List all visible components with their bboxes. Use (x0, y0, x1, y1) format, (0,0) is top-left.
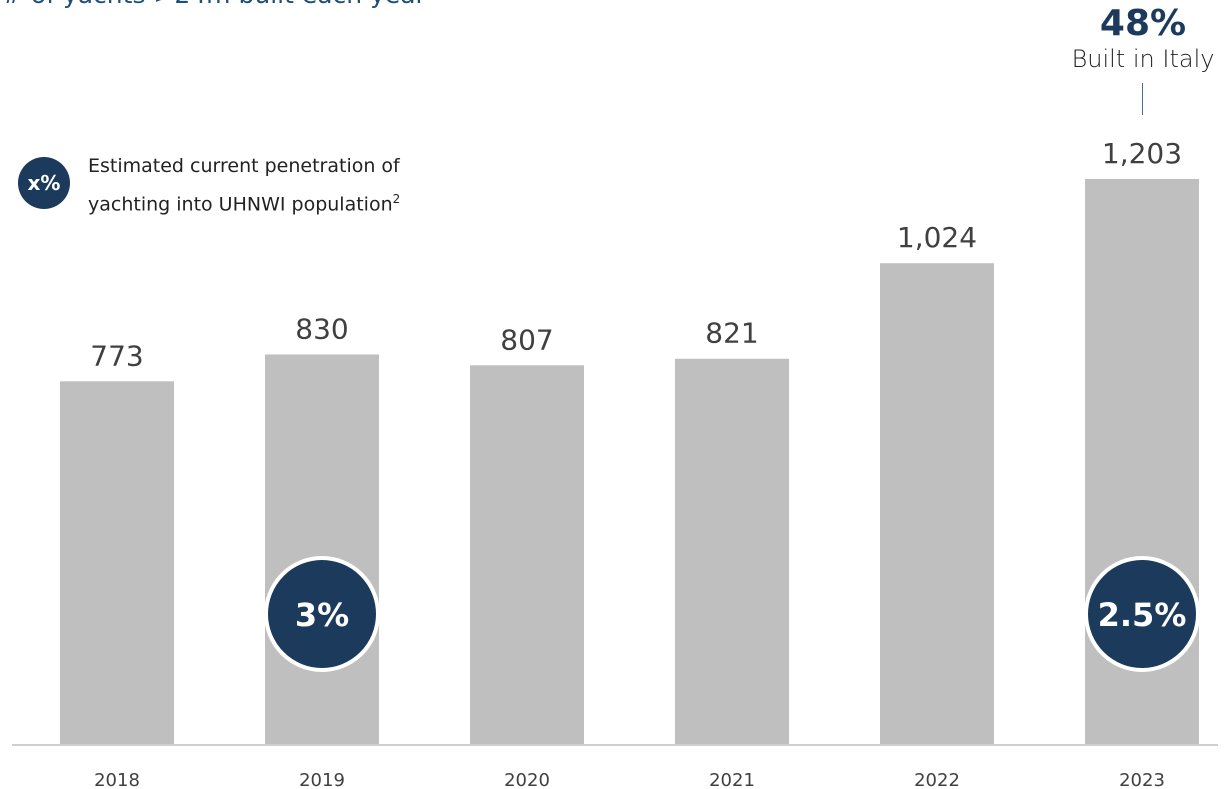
bar-2020 (470, 365, 584, 745)
penetration-circle-2019 (264, 556, 380, 672)
legend-badge: x% (18, 157, 70, 209)
legend-text: Estimated current penetration of yachtin… (88, 150, 448, 221)
penetration-label-2023: 2.5% (1098, 596, 1187, 634)
italy-share-value: 48% (1099, 3, 1187, 44)
italy-share-label: Built in Italy (1071, 45, 1215, 73)
value-label-2023: 1,203 (1102, 137, 1182, 170)
x-tick-2022: 2022 (914, 770, 960, 789)
value-label-2022: 1,024 (897, 221, 977, 254)
value-label-2019: 830 (295, 312, 348, 345)
bar-2021 (675, 358, 789, 745)
value-label-2020: 807 (500, 323, 553, 356)
x-tick-2020: 2020 (504, 770, 550, 789)
legend-footnote: 2 (392, 192, 401, 206)
value-label-2018: 773 (90, 339, 143, 372)
legend-description: Estimated current penetration of yachtin… (88, 155, 400, 216)
bar-2019 (265, 354, 379, 745)
x-tick-2023: 2023 (1119, 770, 1165, 789)
callout-connector-line (1142, 83, 1143, 115)
x-tick-2018: 2018 (94, 770, 140, 789)
chart-title: # of yachts >24m built each year (2, 0, 426, 9)
x-tick-2019: 2019 (299, 770, 345, 789)
penetration-label-2019: 3% (295, 596, 349, 634)
penetration-circle-2023 (1084, 556, 1200, 672)
x-tick-2021: 2021 (709, 770, 755, 789)
bar-2018 (60, 381, 174, 745)
bar-2022 (880, 263, 994, 745)
value-label-2021: 821 (705, 317, 758, 350)
italy-callout: 48% Built in Italy (1050, 0, 1230, 74)
